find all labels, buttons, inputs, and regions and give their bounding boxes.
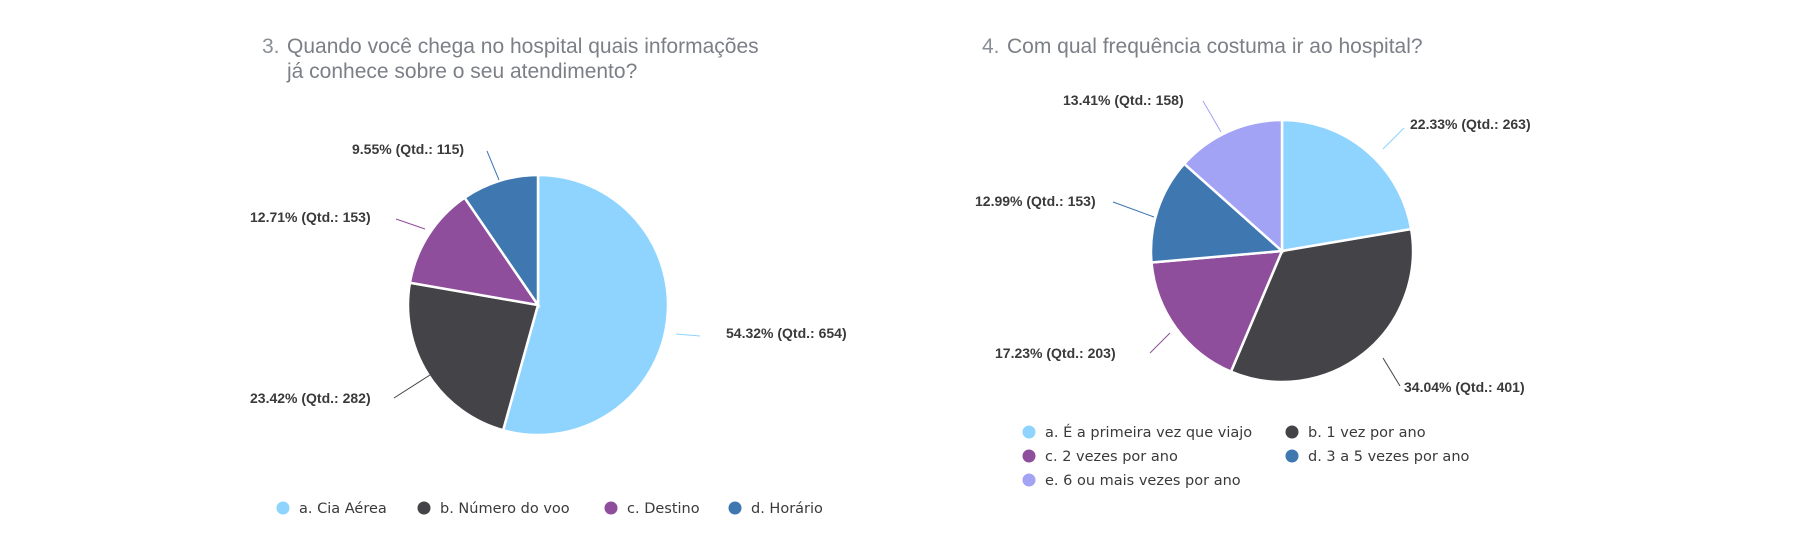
- chart2-legend-label-3[interactable]: c. 2 vezes por ano: [1045, 449, 1178, 465]
- chart1-data-label-1: 54.32% (Qtd.: 654): [726, 325, 847, 341]
- chart2-question-number: 4.: [982, 35, 1000, 58]
- chart1-slice-1[interactable]: [501, 173, 670, 437]
- chart1-connector-4: [486, 150, 500, 181]
- chart2-connector-3: [1149, 332, 1171, 354]
- chart2-legend-label-2[interactable]: b. 1 vez por ano: [1308, 425, 1426, 441]
- chart2-slice-2[interactable]: [1229, 227, 1415, 384]
- chart2-slice-4[interactable]: [1149, 162, 1285, 264]
- chart1-legend-label-2[interactable]: b. Número do voo: [440, 501, 570, 517]
- chart2-legend-marker-1[interactable]: [1022, 425, 1036, 439]
- chart2-question-text: Com qual frequência costuma ir ao hospit…: [1007, 35, 1423, 58]
- chart1-question-text: Quando você chega no hospital quais info…: [287, 35, 759, 83]
- chart2-data-label-4: 12.99% (Qtd.: 153): [975, 193, 1096, 209]
- chart1-connector-3: [395, 218, 426, 230]
- chart2-legend-label-5[interactable]: e. 6 ou mais vezes por ano: [1045, 473, 1241, 489]
- chart2-legend-marker-3[interactable]: [1022, 449, 1036, 463]
- chart2-legend-marker-5[interactable]: [1022, 473, 1036, 487]
- chart1-data-label-3: 12.71% (Qtd.: 153): [250, 209, 371, 225]
- chart2-connector-5: [1202, 100, 1222, 133]
- chart2-connector-2: [1382, 357, 1401, 387]
- chart1-data-label-2: 23.42% (Qtd.: 282): [250, 390, 371, 406]
- chart1-legend-marker-4[interactable]: [728, 501, 742, 515]
- chart1-legend-label-3[interactable]: c. Destino: [627, 501, 700, 517]
- chart2-slice-3[interactable]: [1150, 249, 1284, 374]
- chart2-legend-label-1[interactable]: a. É a primeira vez que viajo: [1045, 424, 1252, 441]
- chart2-legend-marker-4[interactable]: [1285, 449, 1299, 463]
- chart1-pie: 54.32% (Qtd.: 654) a. Cia Aérea 23.42% (Qt…: [250, 141, 847, 517]
- chart2-data-label-5: 13.41% (Qtd.: 158): [1063, 92, 1184, 108]
- chart1-legend-label-4[interactable]: d. Horário: [751, 501, 823, 517]
- chart1-data-label-4: 9.55% (Qtd.: 115): [352, 141, 464, 157]
- chart1-legend-marker-2[interactable]: [417, 501, 431, 515]
- chart1-legend-marker-1[interactable]: [276, 501, 290, 515]
- chart1-connector-2: [393, 374, 431, 399]
- chart1-question-number: 3.: [262, 35, 280, 58]
- chart2-connector-4: [1112, 201, 1155, 218]
- chart1-slice-2[interactable]: [406, 281, 540, 432]
- chart1-connector-1: [675, 333, 701, 337]
- chart1-legend-marker-3[interactable]: [604, 501, 618, 515]
- chart2-data-label-1: 22.33% (Qtd.: 263): [1410, 116, 1531, 132]
- chart2-data-label-2: 34.04% (Qtd.: 401): [1404, 379, 1525, 395]
- chart1-legend-label-1[interactable]: a. Cia Aérea: [299, 501, 387, 517]
- chart1-slice-4[interactable]: [462, 173, 540, 310]
- chart1-slice-3[interactable]: [408, 195, 541, 307]
- chart2-data-label-3: 17.23% (Qtd.: 203): [995, 345, 1116, 361]
- chart2-connector-1: [1382, 127, 1405, 150]
- chart2-legend-marker-2[interactable]: [1285, 425, 1299, 439]
- chart2-slice-5[interactable]: [1182, 118, 1284, 254]
- chart2-slice-1[interactable]: [1280, 118, 1413, 253]
- chart2-legend-label-4[interactable]: d. 3 a 5 vezes por ano: [1308, 449, 1470, 465]
